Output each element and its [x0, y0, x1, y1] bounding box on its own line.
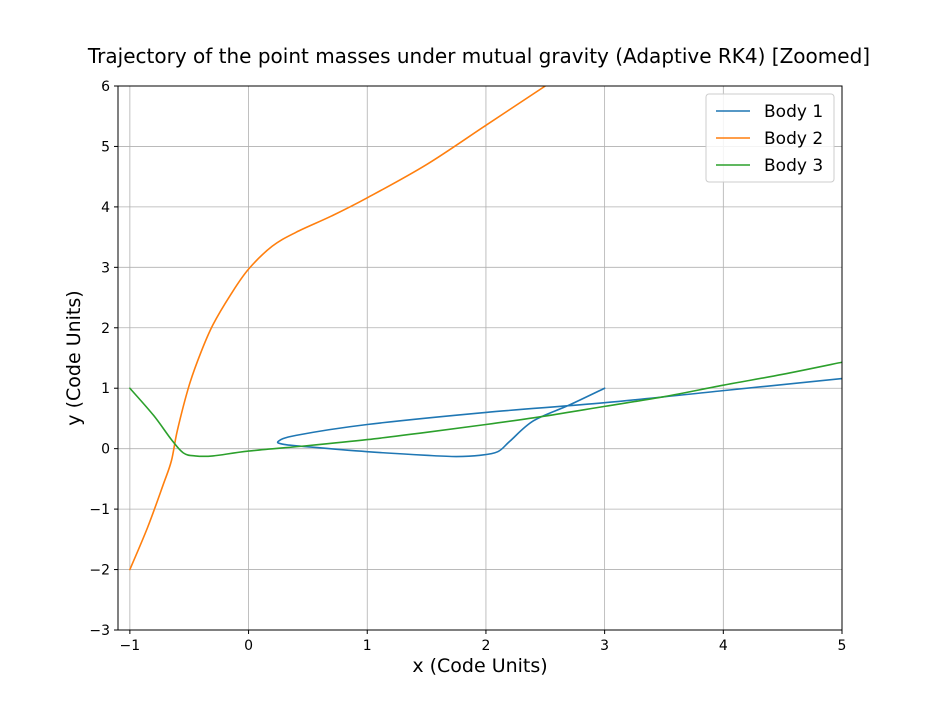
series-layer: [129, 86, 842, 571]
legend-label-body-3: Body 3: [764, 156, 823, 176]
legend-label-body-1: Body 1: [764, 102, 823, 122]
x-axis-title: x (Code Units): [412, 655, 547, 677]
y-tick-label: 6: [101, 79, 110, 95]
series-line-body-3: [129, 361, 842, 458]
x-tick-label: 4: [719, 638, 728, 654]
x-tick-label: 5: [838, 638, 847, 654]
y-tick-label: −1: [89, 502, 110, 518]
y-tick-label: 2: [101, 321, 110, 337]
y-tick-label: 0: [101, 442, 110, 458]
y-tick-label: −2: [89, 563, 110, 579]
y-axis-title: y (Code Units): [63, 290, 85, 425]
x-tick-label: 2: [481, 638, 490, 654]
plot-frame: [117, 85, 843, 631]
y-tick-label: 1: [101, 381, 110, 397]
series-line-body-2: [129, 86, 547, 571]
x-tick-label: −1: [120, 638, 141, 654]
x-tick-label: 3: [600, 638, 609, 654]
x-tick-label: 0: [244, 638, 253, 654]
x-tick-label: 1: [363, 638, 372, 654]
y-tick-label: −3: [89, 623, 110, 639]
legend: Body 1 Body 2 Body 3: [705, 93, 835, 183]
legend-box: [705, 93, 835, 183]
legend-label-body-2: Body 2: [764, 129, 823, 149]
ticks: −1 0 1 2 3 4 5 −3 −2 −1 0 1 2 3 4 5 6: [89, 79, 846, 654]
y-tick-label: 5: [101, 139, 110, 155]
chart-title: Trajectory of the point masses under mut…: [87, 44, 870, 68]
y-tick-label: 3: [101, 260, 110, 276]
y-tick-label: 4: [101, 200, 110, 216]
